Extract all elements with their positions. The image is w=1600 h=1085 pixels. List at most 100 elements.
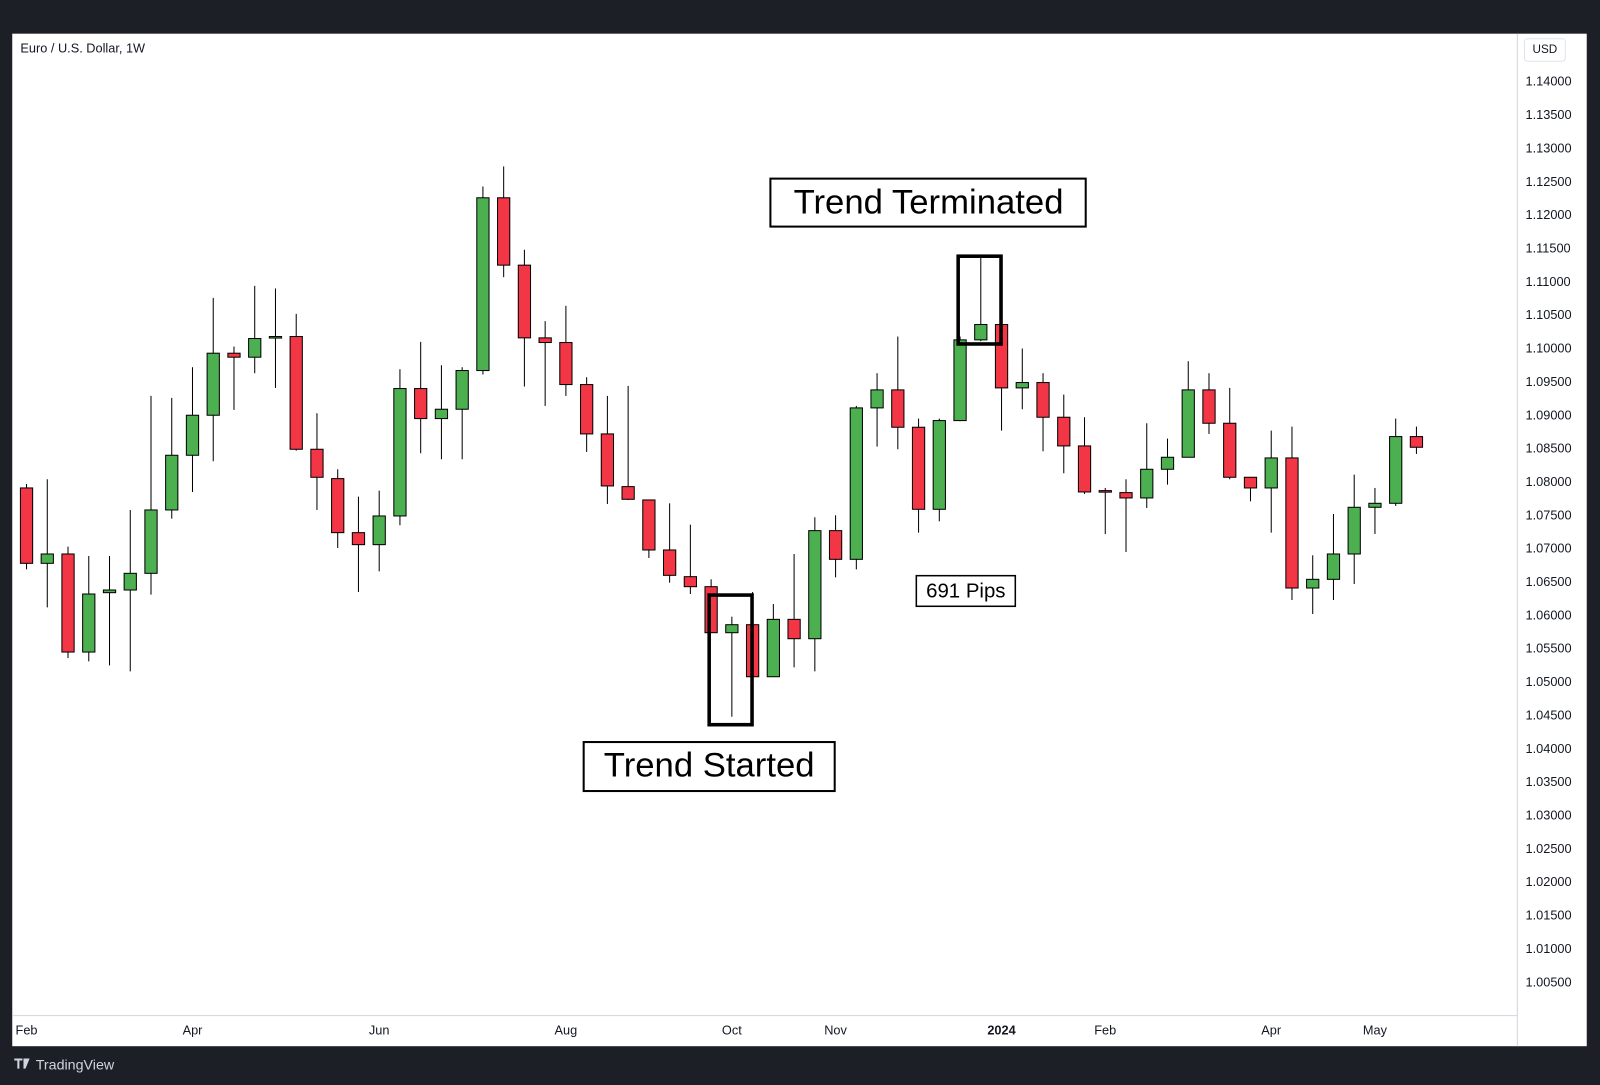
currency-badge: [1523, 38, 1566, 62]
candle-body: [1409, 436, 1424, 448]
candle-body: [808, 530, 822, 640]
x-tick-label: Apr: [1261, 1022, 1282, 1037]
y-tick-label: 1.13000: [1526, 140, 1572, 155]
candle-body: [165, 454, 179, 511]
candle-body: [40, 553, 54, 564]
x-tick-label: Feb: [16, 1022, 38, 1037]
candle-body: [559, 342, 573, 386]
y-tick-label: 1.07500: [1526, 507, 1572, 522]
candle-body: [974, 324, 988, 341]
candle-body: [891, 389, 905, 428]
candle-body: [642, 499, 656, 551]
candles: [19, 166, 1424, 717]
candle-body: [1368, 502, 1382, 508]
candle-body: [849, 407, 863, 560]
candle-body: [828, 530, 843, 560]
y-tick-label: 1.06000: [1526, 607, 1572, 622]
candle-body: [1015, 382, 1029, 389]
candle-body: [1285, 457, 1299, 589]
y-tick-label: 1.08500: [1526, 441, 1572, 456]
candle-body: [61, 553, 75, 653]
highlight-box: [956, 254, 1003, 346]
candle-body: [268, 336, 283, 339]
candle-body: [1140, 468, 1154, 499]
y-tick-label: 1.09500: [1526, 374, 1572, 389]
candle-body: [19, 487, 34, 564]
candle-body: [870, 389, 884, 409]
chart-title: Euro / U.S. Dollar, 1W: [20, 40, 145, 55]
x-tick-label: 2024: [987, 1022, 1016, 1037]
y-tick-label: 1.02000: [1526, 874, 1572, 889]
candle-body: [1243, 476, 1258, 489]
y-tick-label: 1.02500: [1526, 841, 1572, 856]
candle-body: [1160, 456, 1175, 470]
candle-body: [600, 433, 615, 487]
candle-body: [621, 486, 635, 500]
y-tick-label: 1.10500: [1526, 307, 1572, 322]
annotation: Trend Started: [604, 747, 815, 785]
y-tick-label: 1.03500: [1526, 774, 1572, 789]
y-tick-label: 1.09000: [1526, 407, 1572, 422]
annotation: Trend Terminated: [794, 183, 1064, 221]
candle-body: [414, 388, 428, 420]
candle-body: [911, 426, 926, 510]
y-tick-label: 1.10000: [1526, 341, 1572, 356]
candle-body: [434, 408, 449, 420]
candle-body: [725, 624, 739, 634]
candle-body: [206, 352, 220, 416]
x-tick-label: Nov: [824, 1022, 847, 1037]
candle-body: [538, 337, 552, 344]
y-tick-label: 1.11500: [1526, 241, 1571, 256]
candle-body: [1306, 578, 1320, 589]
annotation-box: [769, 177, 1087, 228]
candle-body: [455, 370, 469, 410]
candle-body: [1077, 445, 1092, 493]
y-tick-label: 1.14000: [1526, 74, 1572, 89]
x-tick-label: Aug: [555, 1022, 578, 1037]
x-tick-label: Feb: [1094, 1022, 1116, 1037]
candle-body: [1036, 382, 1050, 418]
candle-body: [932, 420, 946, 510]
y-tick-label: 1.08000: [1526, 474, 1572, 489]
candle-body: [372, 515, 386, 546]
x-tick-label: Apr: [183, 1022, 204, 1037]
candle-body: [248, 338, 262, 358]
candle-body: [1202, 389, 1216, 424]
candle-body: [185, 414, 200, 456]
candle-body: [1347, 506, 1361, 555]
y-tick-label: 1.12500: [1526, 174, 1572, 189]
y-tick-label: 1.07000: [1526, 541, 1572, 556]
annotation-box: [582, 741, 836, 793]
y-tick-label: 1.00500: [1526, 974, 1572, 989]
candle-body: [683, 576, 697, 588]
candle-body: [580, 384, 594, 435]
candle-body: [1223, 422, 1237, 478]
y-tick-label: 1.12000: [1526, 207, 1572, 222]
candle-body: [766, 618, 780, 678]
candle-body: [1389, 436, 1403, 504]
y-tick-label: 1.01000: [1526, 941, 1572, 956]
candle-body: [1326, 553, 1341, 580]
highlight-box: [707, 593, 754, 727]
candle-body: [351, 532, 366, 546]
x-tick-label: Jun: [369, 1022, 390, 1037]
candle-body: [144, 509, 158, 574]
y-tick-label: 1.05500: [1526, 641, 1572, 656]
candle-body: [1119, 492, 1133, 499]
y-tick-label: 1.04500: [1526, 707, 1572, 722]
candle-body: [662, 549, 677, 576]
candle-body: [331, 478, 345, 534]
candle-body: [787, 618, 801, 640]
candle-body: [476, 197, 490, 372]
y-tick-label: 1.04000: [1526, 741, 1572, 756]
annotation: 691 Pips: [926, 580, 1005, 602]
candle-body: [1264, 457, 1278, 489]
y-tick-label: 1.05000: [1526, 674, 1572, 689]
candle-body: [497, 197, 511, 266]
x-tick-label: May: [1363, 1022, 1388, 1037]
y-axis-label: USD: [1533, 43, 1558, 56]
y-tick-label: 1.06500: [1526, 574, 1572, 589]
candle-body: [953, 339, 967, 422]
candle-body: [82, 593, 96, 653]
